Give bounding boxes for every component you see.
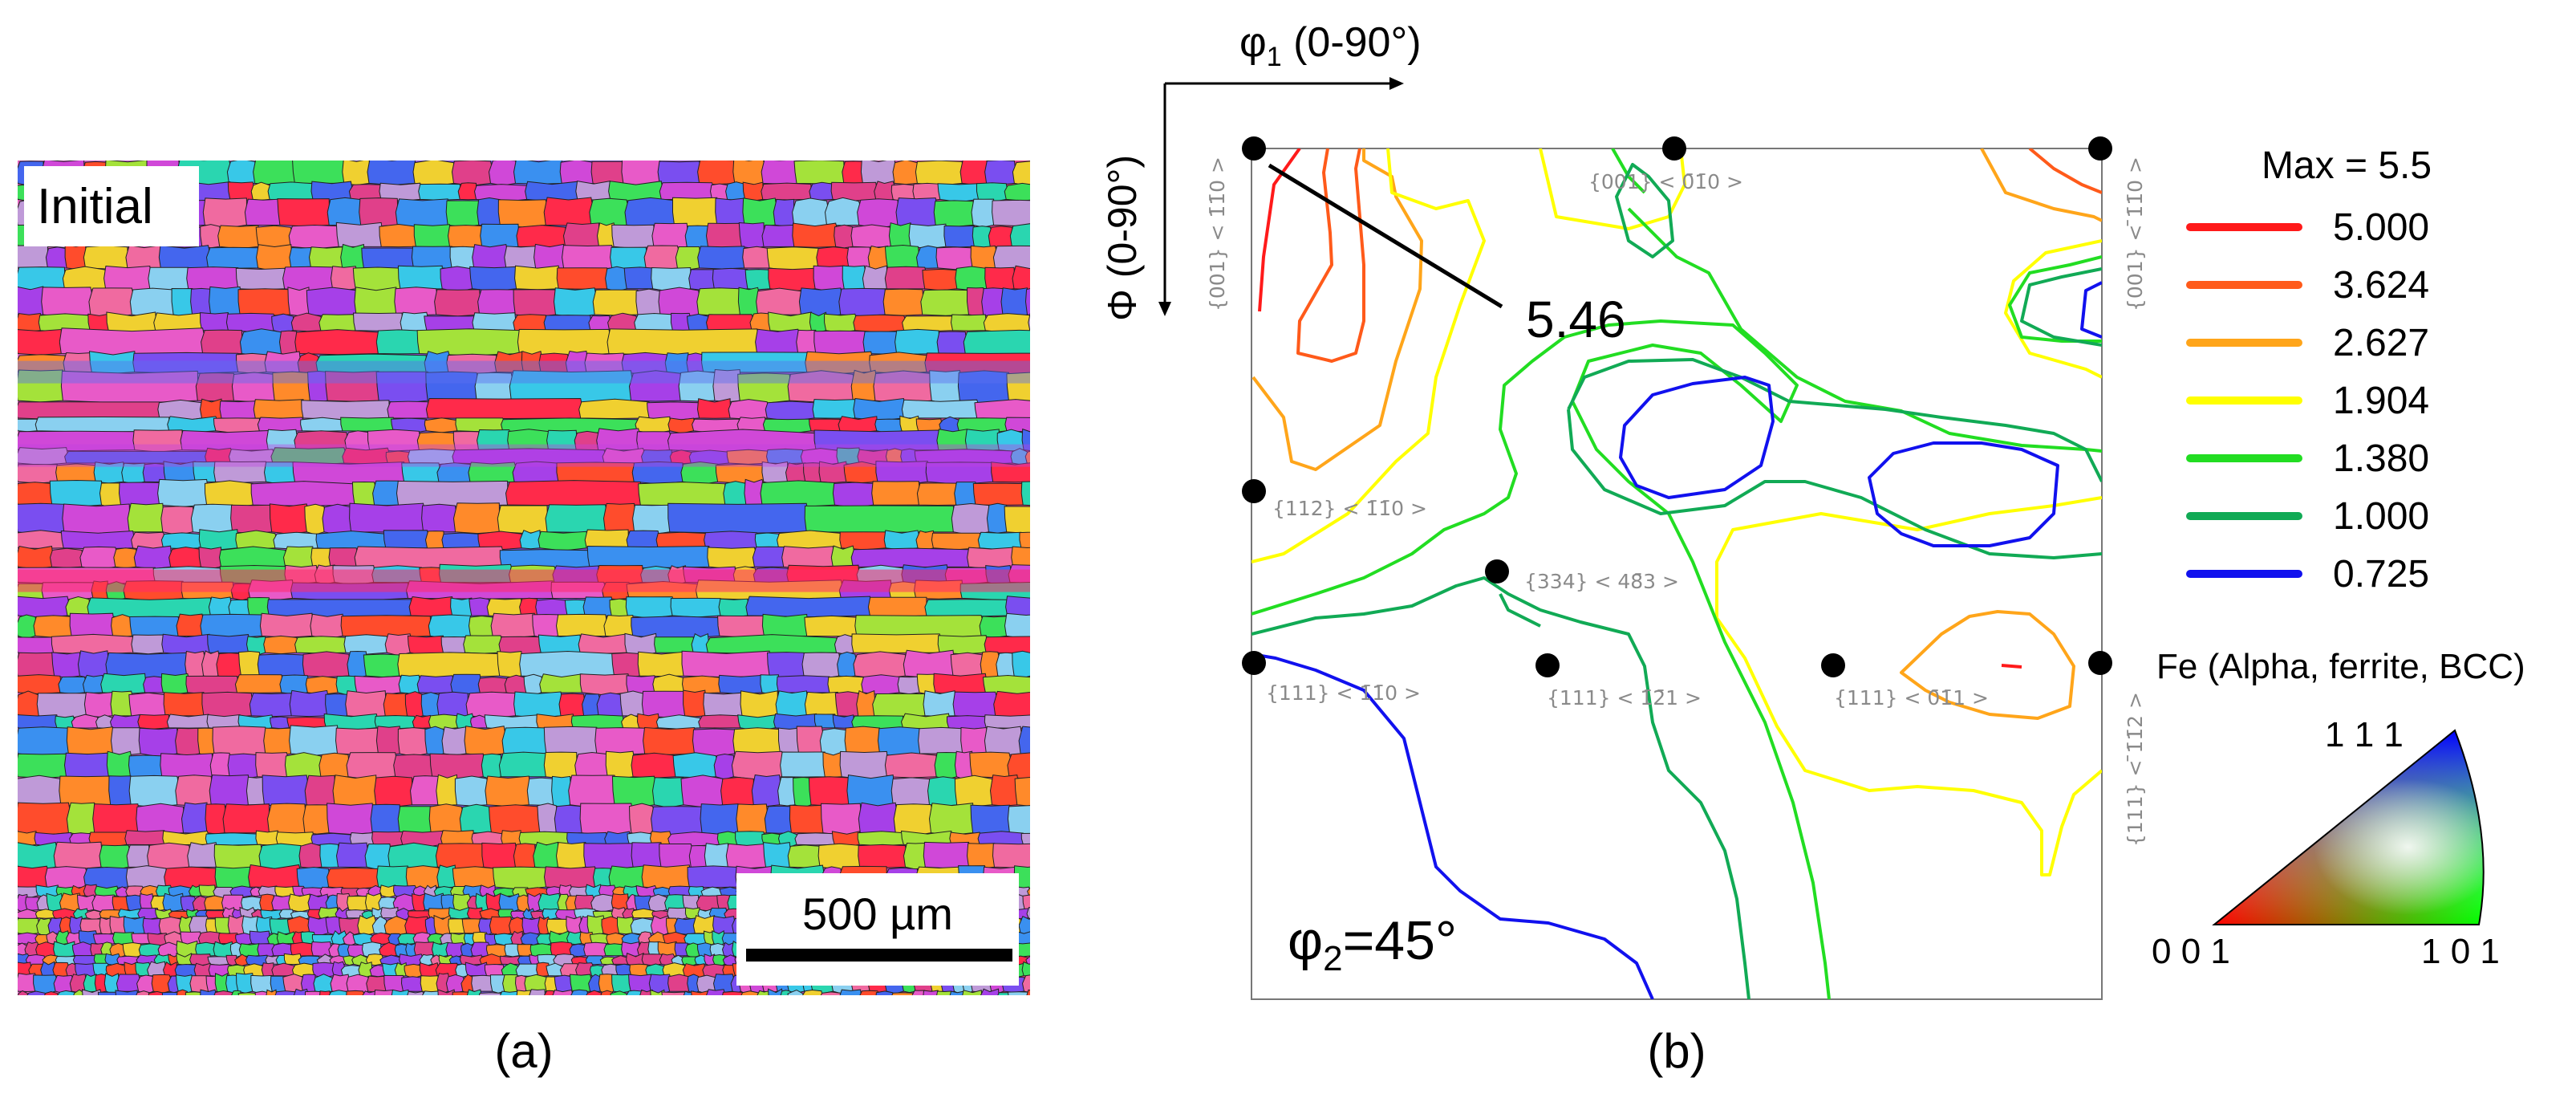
legend-value: 1.904 [2333,380,2429,422]
phi1-axis-label: φ1 (0-90°) [1239,19,1422,72]
scale-bar: 500 µm [736,873,1019,986]
contour-1-904-b [1539,148,1686,230]
ideal-orientation-markers [1242,136,2112,677]
ipf-corner-001: 0 0 1 [2152,932,2230,971]
legend-value: 3.624 [2333,264,2429,307]
contour-1-904-c [2004,239,2102,379]
marker-001-0-10 [1662,136,1686,161]
contour-3-624 [1296,148,1365,363]
component-label: {112} < 1̄1̄0 > [1272,497,1427,520]
Phi-axis: Φ (0-90°) [1100,83,1171,321]
legend-row: 1.380 [2186,437,2429,480]
legend-row: 5.000 [2186,206,2429,249]
ipf-corner-101: 1 0 1 [2421,932,2500,971]
contour-0-725-d [1251,653,1654,999]
peak-leader-line [1268,163,1503,309]
component-label: {001} < 1̄1̄0 > [1206,157,1229,311]
odf-frame [1251,148,2103,1000]
phi2-label: φ2=45° [1288,910,1457,978]
marker-001-11-10 [2088,136,2112,161]
contour-legend: 5.000 3.624 2.627 1.904 1.380 1.000 0.725 [2186,206,2429,596]
contour-2-627-b [1980,148,2102,222]
contour-1-380-b [1627,207,2102,453]
contour-0-725 [1619,376,1775,499]
contour-1-904-d [1715,496,2102,876]
contour-0-725-b [1868,441,2059,547]
phi1-axis: φ1 (0-90°) [1165,19,1422,90]
marker-111-1-21 [1535,653,1560,677]
panel-a-caption: (a) [494,1024,553,1078]
ipf-key-title: Fe (Alpha, ferrite, BCC) [2156,647,2525,686]
contour-5-000-spot [2001,664,2022,669]
marker-001-1-10 [1242,136,1266,161]
component-label: {001} < 0̄1̄0 > [1588,170,1743,193]
initial-label-box: Initial [24,166,199,246]
contour-0-725-c [2080,281,2102,339]
contour-1-380-d [1611,148,1646,194]
contour-1-380 [1251,319,1831,999]
peak-value: 5.46 [1526,291,1626,348]
odf-contours [1251,148,2102,999]
contour-1-000-f [1499,593,1541,628]
marker-112-1-10 [1242,479,1266,503]
component-label: {111} < 0̄1̄1 > [1834,686,1989,710]
legend-value: 5.000 [2333,206,2429,249]
contour-1-000-d [1615,163,1674,258]
contour-1-000-b [1567,358,2102,482]
component-label: {111} < 1̄1̄0 > [1266,681,1421,705]
legend-value: 0.725 [2333,553,2429,596]
contour-2-627 [1251,148,1423,471]
legend-value: 1.000 [2333,495,2429,538]
component-label: {111} < ̄1̄1̄2 > [2124,692,2147,847]
legend-value: 1.380 [2333,437,2429,480]
legend-row: 0.725 [2186,553,2429,596]
contour-1-000-c [1567,409,2102,559]
contour-2-627-c [1900,610,2075,720]
component-labels: {001} < 1̄1̄0 > {001} < 0̄1̄0 > {001} < … [1206,157,2147,847]
ipf-corner-111: 1 1 1 [2325,715,2404,754]
ebsd-map [18,161,1030,995]
contour-1-000-e [2020,267,2102,347]
legend-row: 1.904 [2186,380,2429,422]
marker-111-0-11 [1821,653,1845,677]
contour-3-624-b [2028,148,2102,194]
panel-b-caption: (b) [1647,1024,1706,1078]
component-label: {334} < 48̄3 > [1524,570,1679,593]
contour-1-380-c [2008,255,2102,343]
initial-label: Initial [37,179,153,234]
contour-5-000 [1258,148,1301,312]
marker-334-48-3 [1485,559,1509,583]
contour-1-000 [1251,576,1750,999]
Phi-axis-label: Φ (0-90°) [1100,155,1145,321]
legend-max-label: Max = 5.5 [2262,144,2432,187]
legend-row: 3.624 [2186,264,2429,307]
scale-bar-label: 500 µm [802,888,953,939]
legend-row: 2.627 [2186,322,2429,364]
marker-111-1-10 [1242,651,1266,675]
legend-row: 1.000 [2186,495,2429,538]
marker-111-11-12 [2088,651,2112,675]
component-label: {001} < ̄1̄1̄0 > [2124,157,2147,311]
contour-1-904 [1251,148,1486,563]
legend-value: 2.627 [2333,322,2429,364]
ipf-key [2212,729,2485,925]
component-label: {111} < 1̄2̄1 > [1547,686,1702,710]
